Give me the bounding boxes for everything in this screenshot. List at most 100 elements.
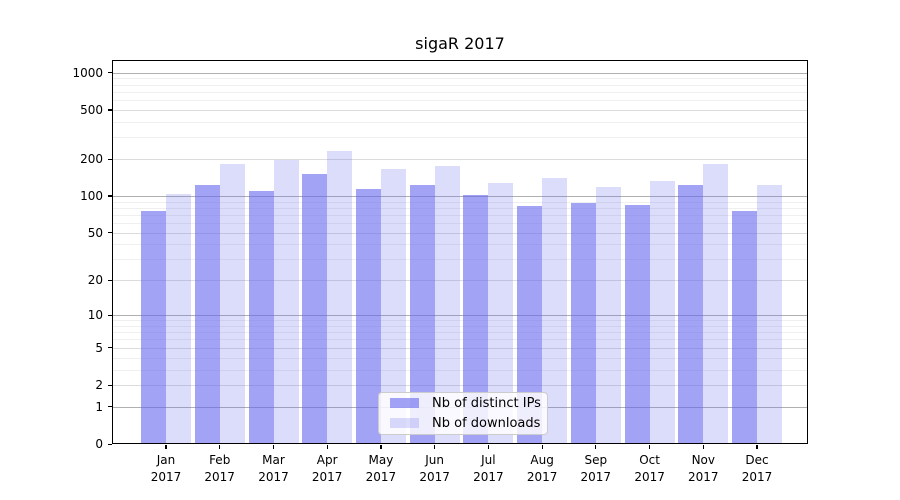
plot-area: Nb of distinct IPs Nb of downloads bbox=[112, 60, 808, 444]
legend-swatch-downloads bbox=[390, 418, 419, 428]
x-tick-year: 2017 bbox=[150, 470, 182, 484]
x-tick-month: Jan bbox=[156, 453, 176, 467]
bar-downloads bbox=[649, 180, 675, 444]
x-tick-mark bbox=[219, 445, 221, 449]
y-tick-label: 100 bbox=[80, 188, 103, 203]
bar-downloads bbox=[219, 164, 245, 444]
x-tick-year: 2017 bbox=[258, 470, 289, 484]
gridline-minor bbox=[112, 320, 808, 322]
x-tick-mark bbox=[702, 445, 704, 449]
x-tick-year: 2017 bbox=[741, 470, 773, 484]
x-tick-mark bbox=[595, 445, 597, 449]
gridline bbox=[112, 315, 808, 317]
x-tick-month: Aug bbox=[530, 453, 554, 467]
x-tick-label: Jan 2017 bbox=[136, 452, 196, 486]
x-tick-mark bbox=[487, 445, 490, 449]
gridline-minor bbox=[112, 78, 808, 80]
gridline-minor bbox=[112, 91, 808, 93]
x-tick-label: Sep 2017 bbox=[566, 452, 626, 486]
x-tick-month: May bbox=[368, 453, 394, 467]
bar-distinct-ips bbox=[302, 174, 328, 444]
x-tick-month: Oct bbox=[639, 453, 660, 467]
gridline-minor bbox=[112, 201, 808, 203]
x-tick-month: Feb bbox=[209, 453, 231, 467]
gridline-minor bbox=[112, 214, 808, 216]
x-tick-mark bbox=[272, 445, 275, 449]
x-tick-mark bbox=[380, 445, 382, 449]
x-tick-label: May 2017 bbox=[351, 452, 411, 486]
x-tick-label: Oct 2017 bbox=[620, 452, 680, 486]
bar-distinct-ips bbox=[624, 205, 650, 444]
bar-downloads bbox=[595, 187, 621, 444]
x-tick-year: 2017 bbox=[473, 470, 504, 484]
bar-distinct-ips bbox=[141, 211, 166, 444]
gridline-minor bbox=[112, 259, 808, 261]
bar-downloads bbox=[703, 164, 729, 444]
y-tick-label: 20 bbox=[87, 273, 103, 288]
x-tick-month: Apr bbox=[316, 453, 338, 467]
x-tick-month: Jun bbox=[425, 453, 444, 467]
y-tick-label: 500 bbox=[80, 102, 103, 117]
gridline-minor bbox=[112, 100, 808, 102]
gridline bbox=[112, 72, 808, 74]
x-tick-mark bbox=[434, 445, 436, 449]
gridline-minor bbox=[112, 369, 808, 371]
y-tick-label: 1 bbox=[95, 399, 103, 414]
legend-label: Nb of distinct IPs bbox=[432, 395, 541, 411]
x-tick-mark bbox=[541, 445, 543, 449]
x-tick-month: Dec bbox=[745, 453, 769, 467]
legend-row: Nb of downloads bbox=[387, 415, 541, 431]
x-tick-mark bbox=[165, 445, 167, 449]
x-tick-label: Dec 2017 bbox=[727, 452, 787, 486]
x-tick-label: Mar 2017 bbox=[244, 452, 304, 486]
bar-downloads bbox=[273, 159, 299, 444]
legend-row: Nb of distinct IPs bbox=[387, 395, 541, 411]
x-tick-label: Aug 2017 bbox=[512, 452, 572, 486]
bar-distinct-ips bbox=[248, 191, 274, 444]
x-tick-month: Nov bbox=[691, 453, 715, 467]
x-tick-mark bbox=[756, 445, 758, 449]
gridline bbox=[112, 385, 808, 386]
x-tick-label: Jun 2017 bbox=[405, 452, 465, 486]
bar-distinct-ips bbox=[355, 188, 381, 444]
x-tick-mark bbox=[649, 445, 651, 449]
x-tick-year: 2017 bbox=[311, 470, 343, 484]
gridline-minor bbox=[112, 339, 808, 341]
gridline-minor bbox=[112, 357, 808, 359]
gridline-minor bbox=[112, 137, 808, 139]
gridline-minor bbox=[112, 223, 808, 224]
bar-downloads bbox=[757, 185, 782, 444]
bar-downloads bbox=[327, 151, 353, 444]
x-tick-year: 2017 bbox=[365, 470, 397, 484]
x-tick-year: 2017 bbox=[688, 470, 719, 484]
bar-distinct-ips bbox=[194, 184, 220, 444]
y-tick-label: 200 bbox=[80, 152, 103, 166]
gridline-minor bbox=[112, 332, 808, 334]
x-tick-label: Nov 2017 bbox=[673, 452, 733, 486]
x-tick-month: Jul bbox=[481, 453, 496, 467]
x-tick-month: Sep bbox=[584, 453, 608, 467]
x-tick-label: Feb 2017 bbox=[190, 452, 250, 486]
y-tick-label: 0 bbox=[95, 437, 103, 451]
x-tick-year: 2017 bbox=[419, 470, 450, 484]
gridline-minor bbox=[112, 244, 808, 246]
gridline-minor bbox=[112, 84, 808, 86]
bar-distinct-ips bbox=[732, 210, 757, 444]
x-tick-label: Apr 2017 bbox=[297, 452, 357, 486]
bar-downloads bbox=[166, 194, 191, 444]
gridline bbox=[112, 347, 808, 349]
x-tick-year: 2017 bbox=[204, 470, 235, 484]
y-tick-label: 10 bbox=[87, 308, 103, 323]
x-tick-year: 2017 bbox=[580, 470, 612, 484]
bar-distinct-ips bbox=[678, 185, 704, 444]
legend-label: Nb of downloads bbox=[432, 415, 541, 431]
gridline-minor bbox=[112, 121, 808, 123]
x-tick-month: Mar bbox=[262, 453, 285, 467]
x-tick-year: 2017 bbox=[634, 470, 665, 484]
y-tick-label: 50 bbox=[87, 225, 103, 240]
gridline-minor bbox=[112, 325, 808, 327]
y-tick-label: 5 bbox=[95, 340, 103, 355]
gridline bbox=[112, 195, 808, 197]
legend-swatch-distinct-ips bbox=[390, 398, 419, 408]
